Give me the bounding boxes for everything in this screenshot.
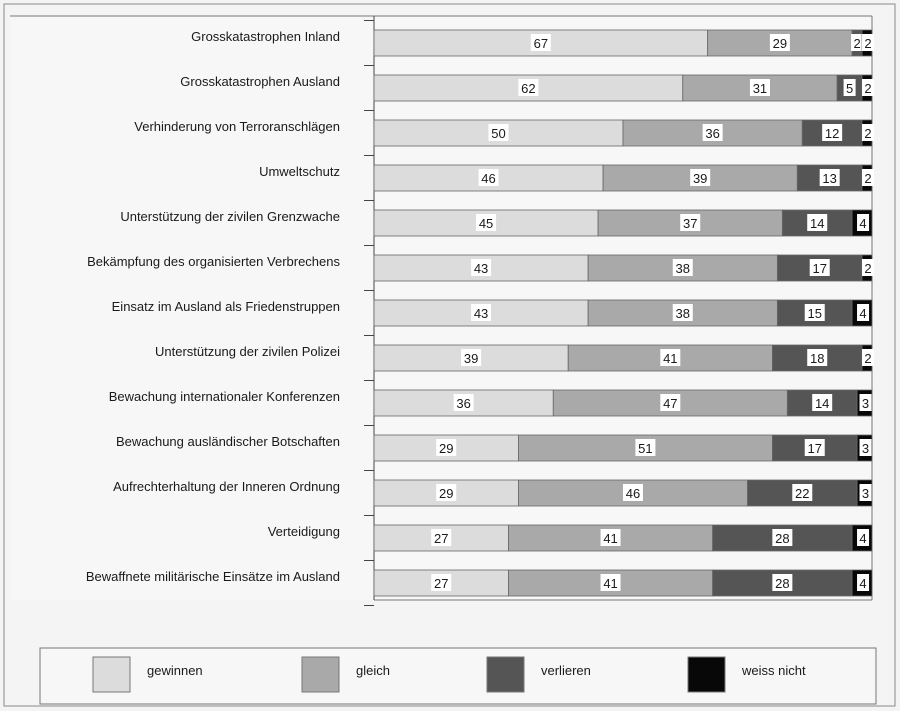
category-label: Unterstützung der zivilen Polizei xyxy=(155,344,340,359)
data-label: 43 xyxy=(474,306,488,321)
data-label: 46 xyxy=(626,486,640,501)
data-label: 2 xyxy=(864,351,871,366)
data-label: 39 xyxy=(693,171,707,186)
data-label: 27 xyxy=(434,576,448,591)
data-label: 2 xyxy=(853,36,860,51)
data-label: 12 xyxy=(825,126,839,141)
data-label: 28 xyxy=(775,531,789,546)
data-label: 17 xyxy=(812,261,826,276)
data-label: 2 xyxy=(864,81,871,96)
data-label: 51 xyxy=(638,441,652,456)
data-label: 27 xyxy=(434,531,448,546)
data-label: 36 xyxy=(705,126,719,141)
data-label: 62 xyxy=(521,81,535,96)
data-label: 5 xyxy=(846,81,853,96)
data-label: 38 xyxy=(676,261,690,276)
data-label: 2 xyxy=(864,171,871,186)
legend-label: weiss nicht xyxy=(741,663,806,678)
legend-label: gleich xyxy=(356,663,390,678)
category-label: Bekämpfung des organisierten Verbrechens xyxy=(87,254,340,269)
legend-swatch xyxy=(487,657,524,692)
category-label: Verteidigung xyxy=(268,524,340,539)
data-label: 47 xyxy=(663,396,677,411)
category-label: Umweltschutz xyxy=(259,164,340,179)
category-label: Bewaffnete militärische Einsätze im Ausl… xyxy=(86,569,340,584)
category-label: Grosskatastrophen Ausland xyxy=(180,74,340,89)
data-label: 4 xyxy=(859,216,866,231)
data-label: 3 xyxy=(862,486,869,501)
data-label: 29 xyxy=(773,36,787,51)
data-label: 3 xyxy=(862,441,869,456)
category-label: Einsatz im Ausland als Friedenstruppen xyxy=(112,299,340,314)
data-label: 36 xyxy=(456,396,470,411)
category-label: Unterstützung der zivilen Grenzwache xyxy=(120,209,340,224)
data-label: 14 xyxy=(810,216,824,231)
data-label: 45 xyxy=(479,216,493,231)
data-label: 4 xyxy=(859,531,866,546)
data-label: 50 xyxy=(491,126,505,141)
data-label: 41 xyxy=(663,351,677,366)
data-label: 4 xyxy=(859,306,866,321)
data-label: 22 xyxy=(795,486,809,501)
category-label: Aufrechterhaltung der Inneren Ordnung xyxy=(113,479,340,494)
data-label: 41 xyxy=(603,576,617,591)
data-label: 2 xyxy=(864,261,871,276)
data-label: 17 xyxy=(807,441,821,456)
data-label: 18 xyxy=(810,351,824,366)
data-label: 4 xyxy=(859,576,866,591)
data-label: 13 xyxy=(822,171,836,186)
data-label: 29 xyxy=(439,441,453,456)
data-label: 14 xyxy=(815,396,829,411)
data-label: 39 xyxy=(464,351,478,366)
category-label: Grosskatastrophen Inland xyxy=(191,29,340,44)
data-label: 2 xyxy=(864,126,871,141)
legend-swatch xyxy=(93,657,130,692)
category-label: Bewachung ausländischer Botschaften xyxy=(116,434,340,449)
legend-label: verlieren xyxy=(541,663,591,678)
category-label: Bewachung internationaler Konferenzen xyxy=(109,389,340,404)
data-label: 15 xyxy=(807,306,821,321)
category-label: Verhinderung von Terroranschlägen xyxy=(134,119,340,134)
data-label: 2 xyxy=(864,36,871,51)
legend-label: gewinnen xyxy=(147,663,203,678)
data-label: 38 xyxy=(676,306,690,321)
data-label: 3 xyxy=(862,396,869,411)
data-label: 37 xyxy=(683,216,697,231)
data-label: 67 xyxy=(534,36,548,51)
data-label: 28 xyxy=(775,576,789,591)
data-label: 29 xyxy=(439,486,453,501)
data-label: 43 xyxy=(474,261,488,276)
data-label: 31 xyxy=(753,81,767,96)
data-label: 46 xyxy=(481,171,495,186)
legend-swatch xyxy=(688,657,725,692)
data-label: 41 xyxy=(603,531,617,546)
legend-swatch xyxy=(302,657,339,692)
